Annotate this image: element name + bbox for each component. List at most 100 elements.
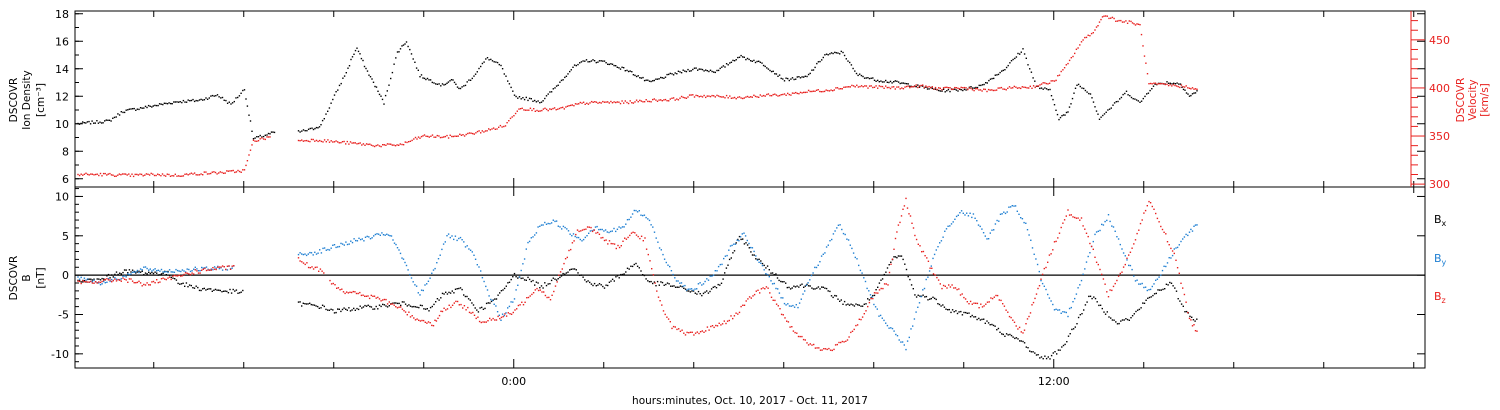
data-point	[559, 271, 562, 273]
data-point	[765, 273, 767, 275]
data-point	[1183, 293, 1186, 296]
data-point	[803, 286, 805, 288]
data-point	[380, 95, 382, 97]
data-point	[195, 174, 197, 176]
data-point	[359, 305, 361, 307]
data-point	[540, 101, 543, 103]
data-point	[172, 277, 174, 279]
data-point	[541, 109, 543, 112]
data-point	[955, 310, 957, 312]
data-point	[183, 270, 185, 272]
data-point	[363, 65, 366, 68]
data-point	[230, 292, 233, 294]
data-point	[1185, 233, 1187, 236]
data-point	[575, 233, 577, 236]
data-point	[1168, 244, 1170, 246]
data-point	[1082, 225, 1084, 227]
data-point	[984, 88, 986, 91]
data-point	[715, 324, 717, 327]
data-point	[429, 306, 432, 309]
data-point	[530, 237, 532, 239]
data-point	[665, 283, 667, 286]
data-point	[485, 302, 488, 305]
data-point	[982, 232, 985, 234]
data-point	[426, 283, 428, 285]
data-point	[607, 284, 609, 287]
data-point	[738, 240, 740, 242]
data-point	[820, 91, 823, 93]
data-point	[423, 134, 426, 136]
data-point	[676, 286, 678, 288]
data-point	[996, 329, 998, 331]
data-point	[676, 98, 678, 100]
data-point	[994, 223, 997, 225]
data-point	[1007, 87, 1009, 89]
data-point	[107, 119, 109, 121]
data-point	[1146, 73, 1149, 75]
data-point	[607, 63, 609, 65]
data-point	[904, 82, 906, 85]
data-point	[1090, 245, 1093, 248]
data-point	[454, 135, 456, 137]
data-point	[1180, 303, 1183, 305]
data-point	[388, 301, 390, 303]
data-point	[842, 303, 844, 305]
data-point	[240, 171, 242, 173]
data-point	[385, 298, 387, 301]
data-point	[191, 270, 193, 272]
data-point	[417, 69, 419, 71]
data-point	[406, 141, 408, 144]
data-point	[635, 262, 637, 265]
data-point	[597, 102, 599, 104]
data-point	[314, 251, 316, 253]
data-point	[645, 99, 647, 101]
data-point	[1147, 297, 1149, 299]
data-point	[767, 93, 770, 95]
data-point	[443, 84, 445, 86]
data-point	[404, 43, 406, 45]
data-point	[160, 278, 163, 280]
data-point	[470, 132, 472, 134]
data-point	[873, 86, 876, 88]
data-point	[991, 77, 993, 80]
data-point	[626, 69, 628, 72]
data-point	[560, 107, 562, 109]
data-point	[773, 274, 775, 276]
data-point	[879, 314, 882, 317]
data-point	[679, 71, 681, 73]
data-point	[1146, 205, 1148, 207]
data-point	[77, 280, 79, 282]
data-point	[168, 269, 171, 271]
data-point	[605, 62, 607, 64]
data-point	[686, 290, 688, 292]
data-point	[903, 344, 905, 346]
data-point	[306, 262, 308, 264]
data-point	[683, 332, 685, 334]
data-point	[1124, 255, 1126, 257]
data-point	[666, 316, 668, 318]
data-point	[598, 283, 601, 285]
data-point	[1185, 92, 1188, 94]
data-point	[823, 90, 826, 93]
data-point	[138, 270, 140, 272]
data-point	[468, 79, 470, 81]
data-point	[612, 243, 614, 245]
data-point	[1068, 307, 1071, 310]
data-point	[740, 54, 742, 57]
data-point	[850, 303, 852, 305]
data-point	[220, 266, 222, 268]
data-point	[1081, 87, 1083, 89]
data-point	[1152, 294, 1154, 297]
data-point	[634, 101, 636, 103]
data-point	[1060, 70, 1062, 73]
data-point	[534, 289, 536, 291]
data-point	[905, 348, 907, 351]
data-point	[1017, 328, 1019, 330]
data-point	[696, 293, 698, 295]
data-point	[371, 237, 373, 239]
data-point	[483, 131, 485, 133]
data-point	[149, 268, 151, 270]
data-point	[863, 77, 866, 79]
data-point	[1075, 217, 1078, 219]
data-point	[849, 244, 851, 246]
